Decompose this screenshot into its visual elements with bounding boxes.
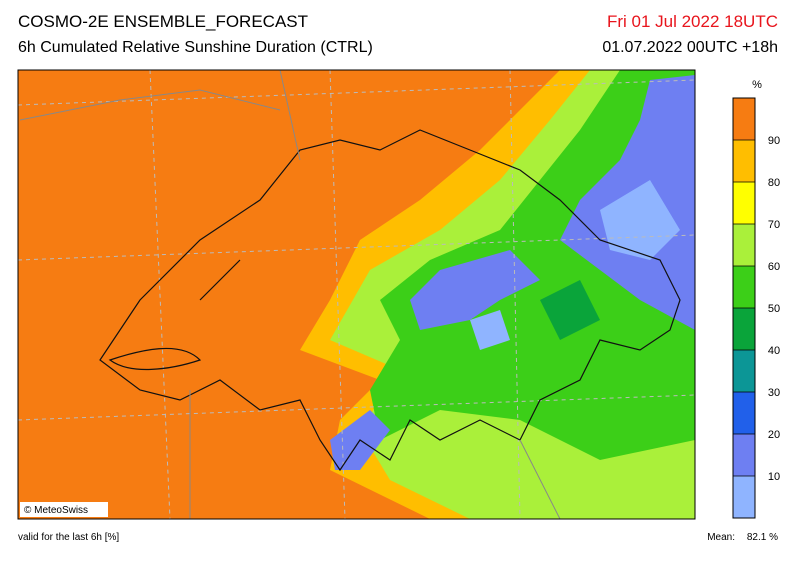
colorbar-tick-label: 90 (768, 135, 780, 147)
colorbar-bin (733, 224, 755, 266)
field-0b (470, 310, 510, 350)
colorbar-tick-label: 70 (768, 219, 780, 231)
subtitle: 6h Cumulated Relative Sunshine Duration … (18, 39, 373, 56)
colorbar-unit: % (752, 79, 762, 91)
colorbar-bin (733, 266, 755, 308)
colorbar-bin (733, 98, 755, 140)
footer-note: valid for the last 6h [%] (18, 532, 119, 543)
colorbar-bin (733, 434, 755, 476)
colorbar-bin (733, 182, 755, 224)
regions (19, 70, 561, 519)
map-frame (17, 69, 696, 520)
borders (99, 129, 681, 472)
title: COSMO-2E ENSEMBLE_FORECAST (18, 12, 308, 31)
credit-box (20, 502, 108, 517)
colorbar-bin (733, 476, 755, 518)
mean-label: Mean: (707, 532, 735, 543)
colorbar-tick-label: 60 (768, 261, 780, 273)
colorbar: % 10 20 30 40 50 60 70 80 90 (732, 79, 780, 519)
run-time: 01.07.2022 00UTC +18h (602, 39, 778, 56)
colorbar-tick-label: 80 (768, 177, 780, 189)
graticule (18, 70, 695, 519)
credit: © MeteoSwiss (24, 505, 88, 516)
colorbar-bin (733, 308, 755, 350)
colorbar-tick-label: 40 (768, 345, 780, 357)
map: © MeteoSwiss (17, 69, 696, 520)
field-0 (600, 180, 680, 260)
field-40 (540, 280, 600, 340)
colorbar-tick-label: 50 (768, 303, 780, 315)
colorbar-bin (733, 392, 755, 434)
valid-time: Fri 01 Jul 2022 18UTC (607, 12, 778, 31)
field-10b (410, 250, 540, 330)
colorbar-bin (733, 350, 755, 392)
mean-value: 82.1 % (747, 532, 778, 543)
colorbar-tick-label: 10 (768, 471, 780, 483)
colorbar-tick-label: 20 (768, 429, 780, 441)
colorbar-bin (733, 140, 755, 182)
colorbar-tick-label: 30 (768, 387, 780, 399)
